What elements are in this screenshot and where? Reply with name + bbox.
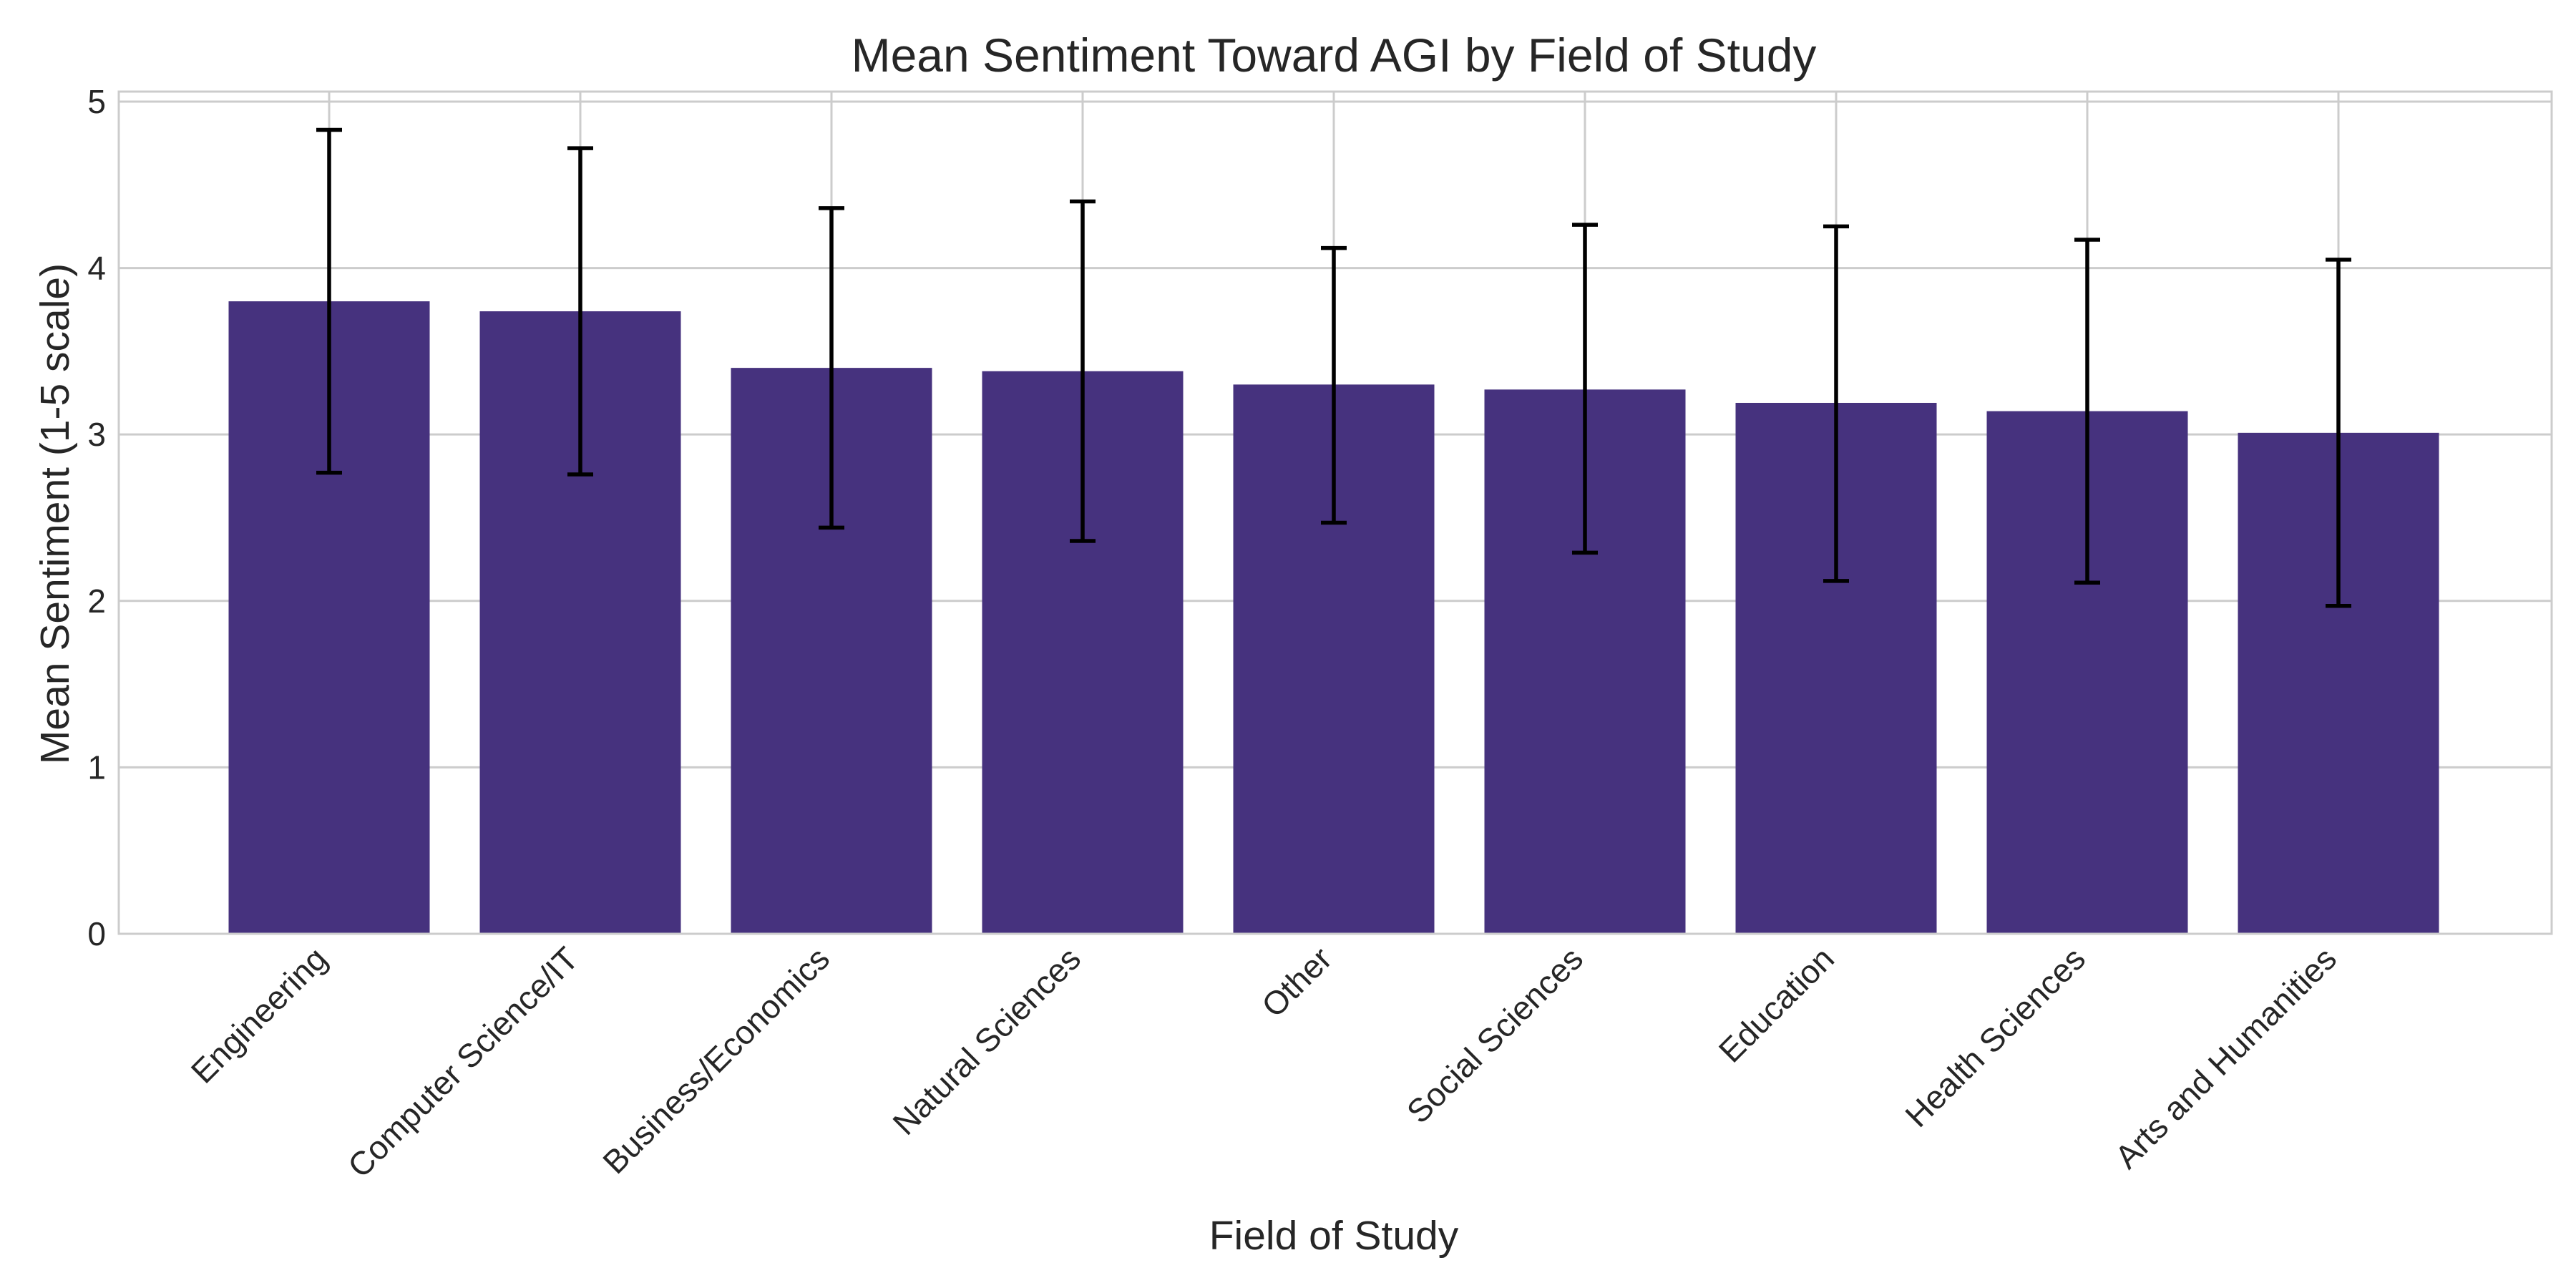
chart-title: Mean Sentiment Toward AGI by Field of St…	[852, 29, 1817, 82]
x-tick-label: Social Sciences	[1400, 940, 1590, 1130]
x-tick-label: Natural Sciences	[885, 940, 1088, 1142]
y-tick-labels: 0 1 2 3 4 5	[87, 83, 106, 952]
x-tick-label: Education	[1712, 940, 1841, 1069]
y-tick-label: 0	[87, 915, 106, 952]
x-tick-label: Other	[1254, 940, 1339, 1024]
x-tick-label: Engineering	[184, 940, 334, 1090]
y-tick-label: 5	[87, 83, 106, 120]
error-bar	[1823, 224, 1849, 583]
plot-frame	[117, 90, 2553, 935]
x-tick-label: Health Sciences	[1898, 940, 2092, 1134]
y-tick-label: 4	[87, 250, 106, 287]
x-axis-label: Field of Study	[1209, 1213, 1459, 1259]
x-tick-label: Business/Economics	[595, 940, 836, 1181]
error-bar	[1070, 199, 1096, 543]
x-tick-labels: Engineering Computer Science/IT Business/E…	[184, 940, 2343, 1184]
y-tick-label: 3	[87, 416, 106, 453]
error-bar	[2326, 258, 2351, 608]
error-bars	[316, 127, 2351, 608]
bars	[228, 301, 2439, 935]
error-bar	[1321, 245, 1347, 525]
y-tick-label: 2	[87, 582, 106, 620]
x-tick-label: Arts and Humanities	[2107, 940, 2343, 1176]
x-tick-label: Computer Science/IT	[341, 940, 585, 1184]
y-axis-label: Mean Sentiment (1-5 scale)	[32, 263, 78, 764]
error-bar	[819, 206, 844, 530]
y-tick-label: 1	[87, 748, 106, 786]
error-bar	[316, 127, 342, 475]
error-bar	[567, 146, 593, 477]
error-bar	[1572, 223, 1598, 555]
error-bar	[2074, 238, 2100, 585]
